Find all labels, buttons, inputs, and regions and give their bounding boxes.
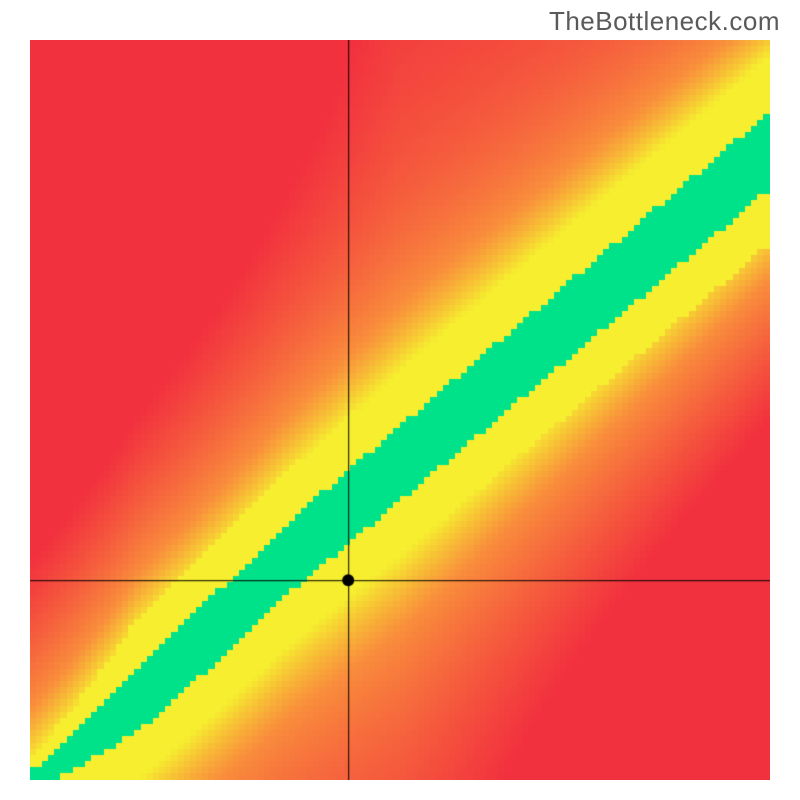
heatmap-canvas (30, 40, 770, 780)
watermark-text: TheBottleneck.com (549, 6, 780, 37)
heatmap-plot (30, 40, 770, 780)
